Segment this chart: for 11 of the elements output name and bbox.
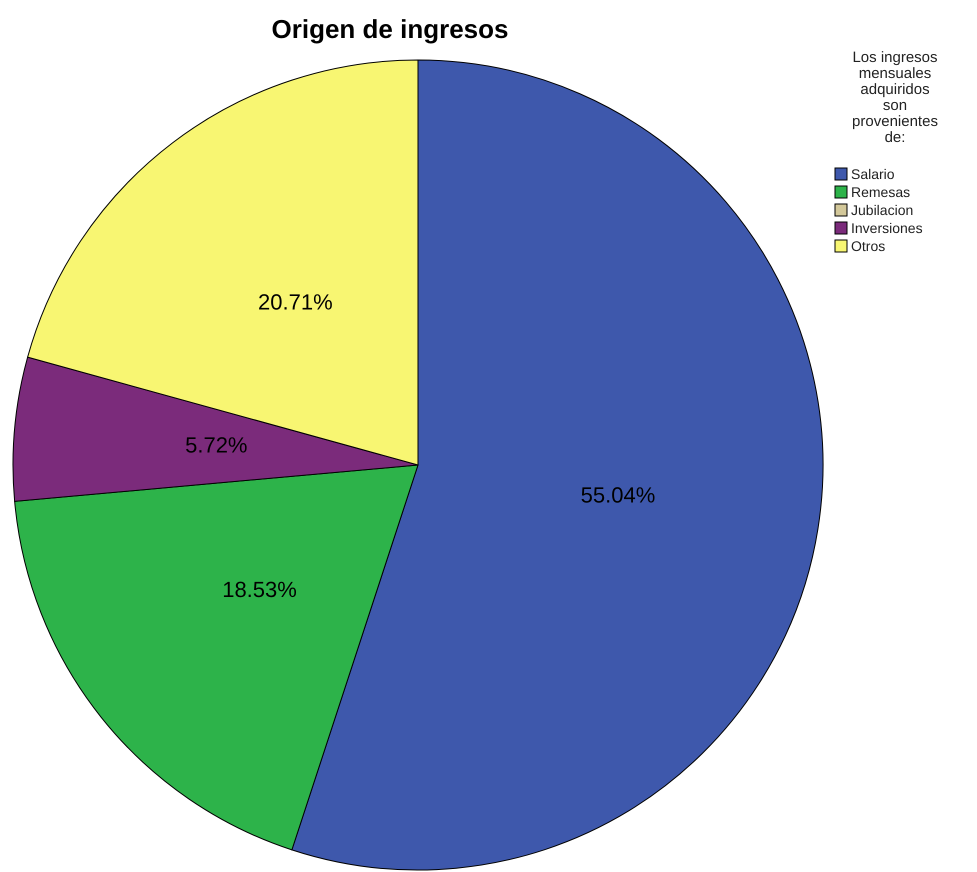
data-label: 20.71% [258, 290, 333, 315]
data-label: 55.04% [580, 482, 656, 508]
legend-label: Salario [851, 166, 895, 182]
data-label: 18.53% [222, 576, 297, 602]
chart-title: Origen de ingresos [272, 14, 508, 44]
legend-title: Los ingresos mensuales adquiridos son provenientes de: [852, 49, 938, 146]
legend-label: Remesas [851, 184, 910, 200]
legend-label: Otros [851, 238, 886, 254]
data-label: 5.72% [185, 432, 248, 458]
legend-label: Inversiones [851, 220, 923, 236]
legend-label: Jubilacion [851, 202, 914, 218]
